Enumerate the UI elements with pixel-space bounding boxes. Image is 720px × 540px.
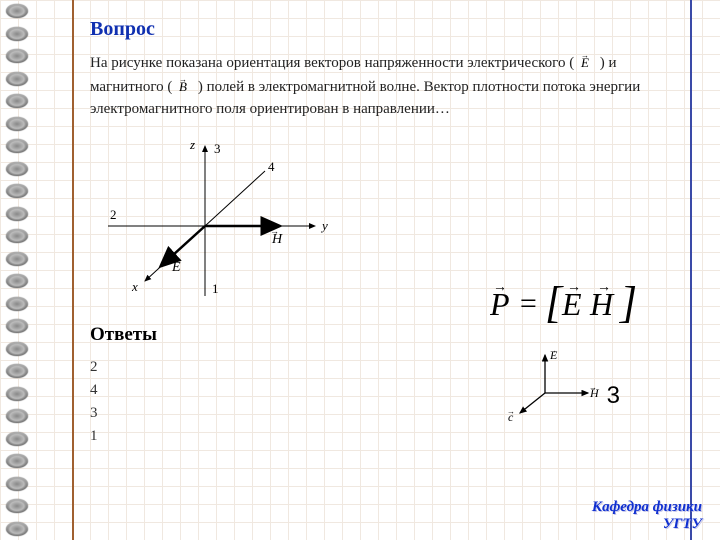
svg-text:4: 4 bbox=[268, 159, 275, 174]
spiral-ring bbox=[6, 454, 28, 468]
spiral-ring bbox=[6, 409, 28, 423]
spiral-ring bbox=[6, 229, 28, 243]
question-part3: ) полей в электромагнитной волне. Вектор… bbox=[90, 79, 640, 118]
svg-text:H: H bbox=[589, 286, 615, 322]
svg-text:3: 3 bbox=[214, 141, 221, 156]
spiral-binding bbox=[0, 0, 40, 540]
spiral-ring bbox=[6, 27, 28, 41]
spiral-ring bbox=[6, 162, 28, 176]
svg-text:→: → bbox=[270, 226, 279, 236]
svg-text:→: → bbox=[170, 254, 179, 264]
spiral-ring bbox=[6, 184, 28, 198]
svg-text:y: y bbox=[320, 218, 328, 233]
symbol-b: → B bbox=[176, 79, 198, 95]
question-title: Вопрос bbox=[90, 18, 680, 41]
spiral-ring bbox=[6, 72, 28, 86]
spiral-ring bbox=[6, 522, 28, 536]
spiral-ring bbox=[6, 117, 28, 131]
footer-line1: Кафедра физики bbox=[592, 499, 702, 516]
spiral-ring bbox=[6, 364, 28, 378]
symbol-e: → E bbox=[578, 55, 600, 71]
spiral-ring bbox=[6, 499, 28, 513]
svg-text:2: 2 bbox=[110, 207, 117, 222]
question-text: На рисунке показана ориентация векторов … bbox=[90, 51, 680, 121]
margin-line-right bbox=[690, 0, 692, 540]
spiral-ring bbox=[6, 432, 28, 446]
correct-answer: 3 bbox=[607, 382, 620, 410]
svg-text:=: = bbox=[518, 287, 538, 320]
footer: Кафедра физики УГТУ bbox=[592, 499, 702, 532]
svg-text:→: → bbox=[549, 346, 557, 355]
svg-text:1: 1 bbox=[212, 281, 219, 296]
question-part1: На рисунке показана ориентация векторов … bbox=[90, 55, 574, 71]
svg-text:B: B bbox=[179, 79, 187, 94]
spiral-ring bbox=[6, 477, 28, 491]
svg-text:E: E bbox=[561, 286, 582, 322]
poynting-formula: → P = [ → E → H ] bbox=[490, 275, 680, 339]
small-diagram: E → H → c → bbox=[500, 345, 610, 430]
spiral-ring bbox=[6, 252, 28, 266]
svg-text:→: → bbox=[589, 383, 597, 392]
margin-line-left bbox=[72, 0, 74, 540]
svg-text:]: ] bbox=[618, 278, 637, 327]
spiral-ring bbox=[6, 49, 28, 63]
spiral-ring bbox=[6, 319, 28, 333]
spiral-ring bbox=[6, 297, 28, 311]
spiral-ring bbox=[6, 387, 28, 401]
footer-line2: УГТУ bbox=[592, 516, 702, 533]
svg-text:P: P bbox=[490, 286, 510, 322]
spiral-ring bbox=[6, 139, 28, 153]
spiral-ring bbox=[6, 94, 28, 108]
spiral-ring bbox=[6, 4, 28, 18]
svg-text:x: x bbox=[131, 279, 138, 294]
svg-text:→: → bbox=[507, 407, 515, 416]
svg-text:E: E bbox=[580, 55, 589, 70]
spiral-ring bbox=[6, 207, 28, 221]
svg-text:z: z bbox=[189, 137, 195, 152]
spiral-ring bbox=[6, 274, 28, 288]
spiral-ring bbox=[6, 342, 28, 356]
